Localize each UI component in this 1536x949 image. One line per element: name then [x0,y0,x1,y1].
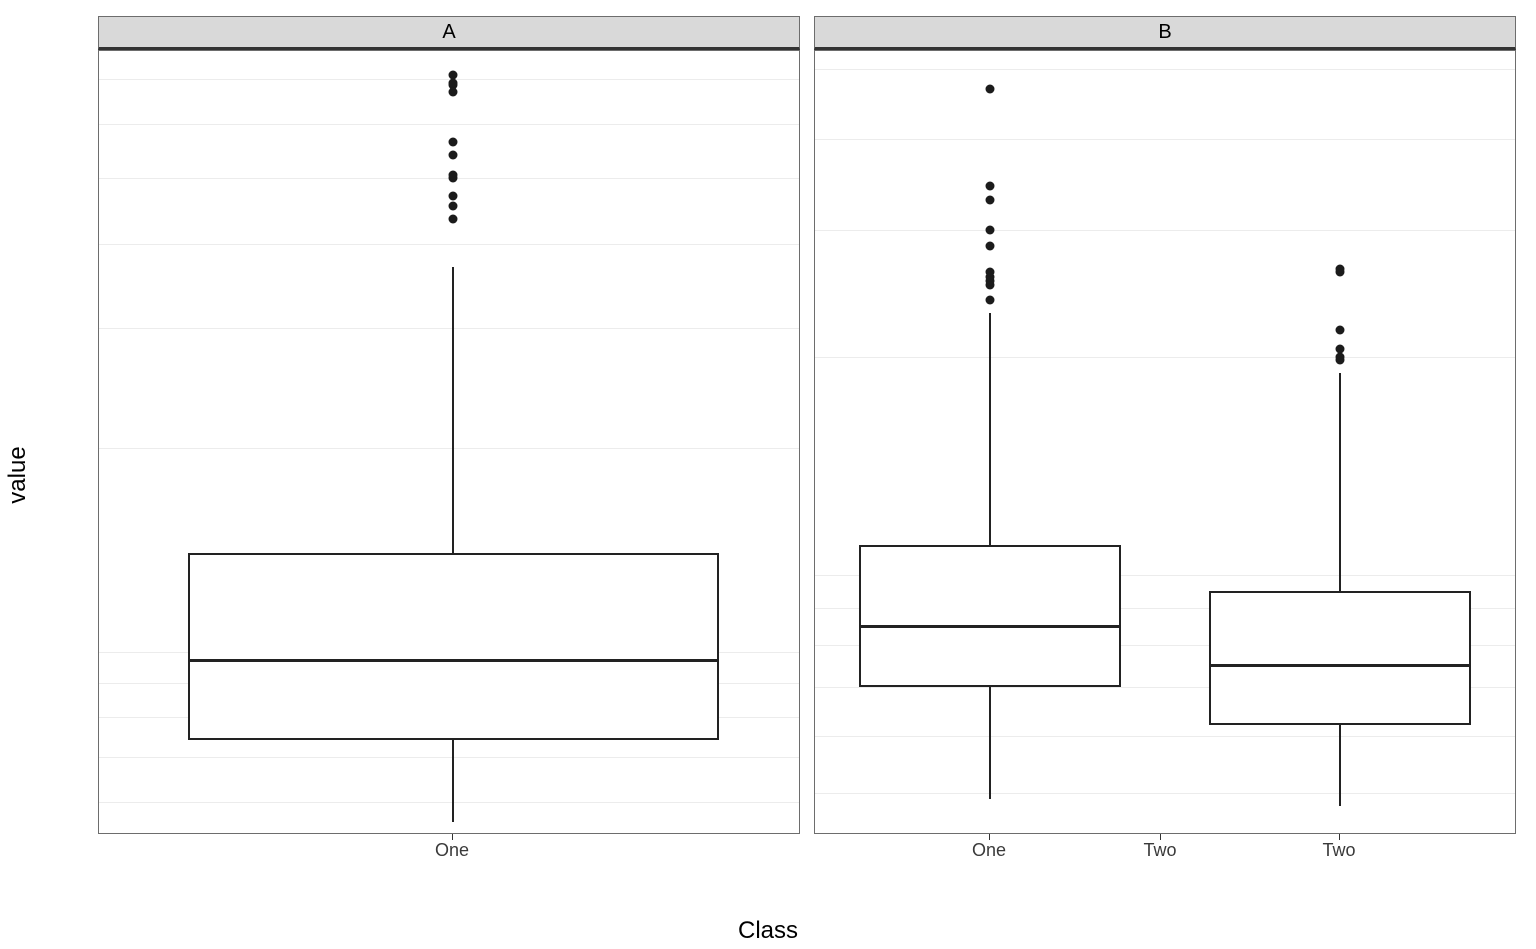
facet-strip-label: B [814,16,1516,50]
gridline-major [815,69,1515,70]
outlier-point [449,151,458,160]
y-tick-mark [814,793,815,794]
boxplot-figure: value Class A100030005000OneTwoB50100300… [0,0,1536,949]
outlier-point [986,241,995,250]
whisker-upper [1339,373,1341,591]
whisker-lower [989,687,991,799]
outlier-point [986,84,995,93]
whisker-upper [989,313,991,545]
y-tick-mark [98,328,99,329]
outlier-point [986,268,995,277]
gridline-major [815,230,1515,231]
y-tick-mark [814,230,815,231]
outlier-point [1336,353,1345,362]
y-tick-mark [98,652,99,653]
box [1209,591,1472,725]
outlier-point [449,70,458,79]
x-tick-label: One [972,840,1006,861]
y-tick-mark [814,69,815,70]
outlier-point [1336,264,1345,273]
gridline-minor [815,357,1515,358]
outlier-point [986,295,995,304]
x-tick-label: Two [1322,840,1355,861]
y-tick-mark [814,575,815,576]
gridline-major [815,793,1515,794]
facet-panel: A100030005000OneTwo [98,16,800,879]
median-line [188,659,719,662]
outlier-point [1336,326,1345,335]
gridline-minor [99,124,799,125]
gridline-minor [99,244,799,245]
gridline-minor [815,736,1515,737]
gridline-minor [99,757,799,758]
outlier-point [449,138,458,147]
gridline-major [99,328,799,329]
whisker-upper [452,267,454,553]
facet-strip-label: A [98,16,800,50]
outlier-point [986,225,995,234]
whisker-lower [1339,725,1341,805]
gridline-minor [815,139,1515,140]
outlier-point [449,192,458,201]
outlier-point [449,215,458,224]
outlier-point [449,201,458,210]
x-tick-label: One [435,840,469,861]
whisker-lower [452,740,454,822]
box [188,553,719,741]
y-tick-mark [98,178,99,179]
median-line [859,625,1122,628]
outlier-point [449,171,458,180]
plot-area: 50100300500 [814,50,1516,834]
y-axis-title: value [4,446,32,503]
median-line [1209,664,1472,667]
gridline-minor [99,448,799,449]
facet-panels: A100030005000OneTwo B50100300500 One Two [98,16,1516,879]
outlier-point [986,181,995,190]
x-axis-title: Class [0,917,1536,945]
facet-panel: B50100300500 One Two [814,16,1516,879]
box [859,545,1122,687]
plot-area: 100030005000 [98,50,800,834]
outlier-point [986,195,995,204]
outlier-point [1336,345,1345,354]
x-tick-row: OneTwo [98,834,800,879]
gridline-minor [99,802,799,803]
outlier-point [449,79,458,88]
x-tick-row: One Two [814,834,1516,879]
